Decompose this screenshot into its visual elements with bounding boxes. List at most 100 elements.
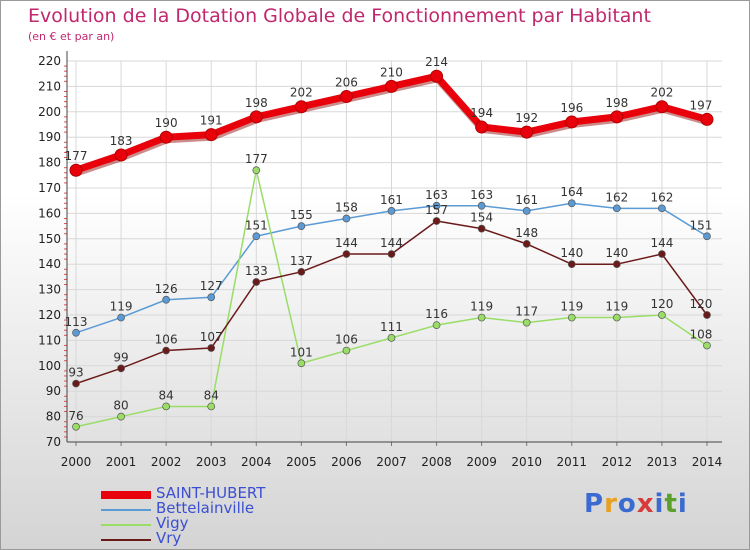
- data-point-vigy: [567, 313, 576, 322]
- legend-label: Vigy: [156, 514, 189, 532]
- x-tick-label: 2000: [61, 455, 92, 469]
- data-point-saint-hubert: [384, 79, 398, 93]
- y-tick-label: 120: [38, 308, 61, 322]
- data-point-vigy: [703, 341, 711, 350]
- y-tick-label: 170: [38, 181, 61, 195]
- x-tick-label: 2013: [647, 455, 678, 469]
- data-point-bettelainville: [342, 214, 351, 223]
- data-label-vry: 99: [113, 350, 128, 364]
- data-point-saint-hubert: [565, 115, 579, 129]
- data-point-saint-hubert: [610, 110, 624, 124]
- y-tick-label: 150: [38, 232, 61, 246]
- data-label-vry: 133: [245, 264, 268, 278]
- data-point-vigy: [162, 402, 170, 411]
- data-label-vigy: 106: [335, 333, 358, 347]
- data-label-saint-hubert: 194: [470, 106, 493, 120]
- logo-letter: i: [677, 489, 688, 519]
- data-point-bettelainville: [477, 201, 486, 210]
- logo-letter: r: [604, 489, 618, 519]
- data-label-vry: 93: [68, 366, 83, 380]
- data-point-vry: [342, 250, 351, 258]
- data-label-saint-hubert: 196: [560, 101, 583, 115]
- data-point-saint-hubert: [69, 163, 83, 177]
- data-label-vigy: 119: [470, 300, 493, 314]
- data-point-vry: [658, 250, 666, 258]
- y-tick-label: 220: [38, 54, 61, 68]
- axis-layer: 7080901001101201301401501601701801902002…: [38, 51, 722, 469]
- data-point-saint-hubert: [520, 125, 534, 139]
- data-label-vry: 144: [335, 236, 358, 250]
- data-label-bettelainville: 162: [650, 190, 673, 204]
- legend-item: SAINT-HUBERT: [101, 484, 401, 502]
- data-label-saint-hubert: 206: [335, 76, 358, 90]
- logo-letter: o: [617, 489, 637, 519]
- data-label-bettelainville: 163: [470, 188, 493, 202]
- data-point-vry: [432, 217, 441, 225]
- data-label-vigy: 119: [560, 300, 583, 314]
- data-label-vigy: 119: [605, 300, 628, 314]
- data-label-vigy: 117: [515, 305, 538, 319]
- data-point-bettelainville: [658, 204, 666, 213]
- data-label-vry: 137: [290, 254, 313, 268]
- data-label-vry: 148: [515, 226, 538, 240]
- x-tick-label: 2010: [511, 455, 542, 469]
- data-label-saint-hubert: 197: [690, 98, 713, 112]
- data-label-saint-hubert: 183: [110, 134, 133, 148]
- data-label-bettelainville: 151: [245, 218, 268, 232]
- data-label-saint-hubert: 202: [290, 86, 313, 100]
- data-point-saint-hubert: [159, 130, 173, 144]
- data-point-vigy: [252, 166, 261, 175]
- data-label-saint-hubert: 202: [650, 86, 673, 100]
- data-point-saint-hubert: [294, 100, 308, 114]
- data-point-vigy: [342, 346, 351, 355]
- data-point-saint-hubert: [204, 128, 218, 142]
- chart-subtitle: (en € et par an): [28, 30, 115, 43]
- data-label-vigy: 76: [68, 409, 83, 423]
- data-label-vry: 157: [425, 203, 448, 217]
- data-point-bettelainville: [522, 207, 531, 215]
- data-point-bettelainville: [117, 313, 125, 322]
- y-tick-label: 210: [38, 79, 61, 93]
- x-tick-label: 2006: [331, 455, 362, 469]
- data-label-bettelainville: 113: [65, 315, 88, 329]
- data-label-vigy: 120: [650, 297, 673, 311]
- data-label-vigy: 116: [425, 307, 448, 321]
- legend-swatch: [101, 539, 151, 541]
- data-label-bettelainville: 119: [110, 300, 133, 314]
- data-label-vry: 140: [560, 246, 583, 260]
- logo-letter: t: [664, 489, 678, 519]
- x-tick-label: 2003: [196, 455, 227, 469]
- data-point-bettelainville: [297, 222, 306, 230]
- x-tick-label: 2007: [376, 455, 407, 469]
- x-tick-label: 2011: [556, 455, 587, 469]
- data-point-bettelainville: [207, 293, 216, 302]
- y-tick-label: 180: [38, 156, 61, 170]
- data-label-vigy: 177: [245, 152, 268, 166]
- data-label-bettelainville: 151: [690, 218, 713, 232]
- data-label-vigy: 80: [113, 399, 128, 413]
- data-label-vigy: 111: [380, 320, 403, 334]
- legend-label: SAINT-HUBERT: [156, 484, 266, 502]
- data-label-vry: 144: [650, 236, 673, 250]
- y-tick-label: 160: [38, 206, 61, 220]
- data-label-vry: 120: [690, 297, 713, 311]
- data-point-vigy: [297, 359, 306, 368]
- data-point-vry: [252, 278, 261, 286]
- legend-label: Vry: [156, 529, 182, 547]
- data-point-bettelainville: [703, 232, 711, 241]
- x-tick-label: 2002: [151, 455, 182, 469]
- data-label-saint-hubert: 214: [425, 55, 448, 69]
- legend-swatch: [101, 524, 151, 526]
- data-point-vigy: [522, 318, 531, 327]
- data-point-vigy: [658, 311, 666, 319]
- data-label-saint-hubert: 198: [245, 96, 268, 110]
- data-label-vigy: 108: [690, 327, 713, 341]
- data-point-vigy: [207, 402, 216, 411]
- data-point-vry: [297, 267, 306, 276]
- data-point-saint-hubert: [475, 120, 489, 134]
- data-point-vry: [477, 224, 486, 233]
- proxiti-logo: Proxiti: [584, 489, 688, 519]
- data-point-vry: [387, 250, 396, 258]
- data-point-bettelainville: [432, 201, 441, 210]
